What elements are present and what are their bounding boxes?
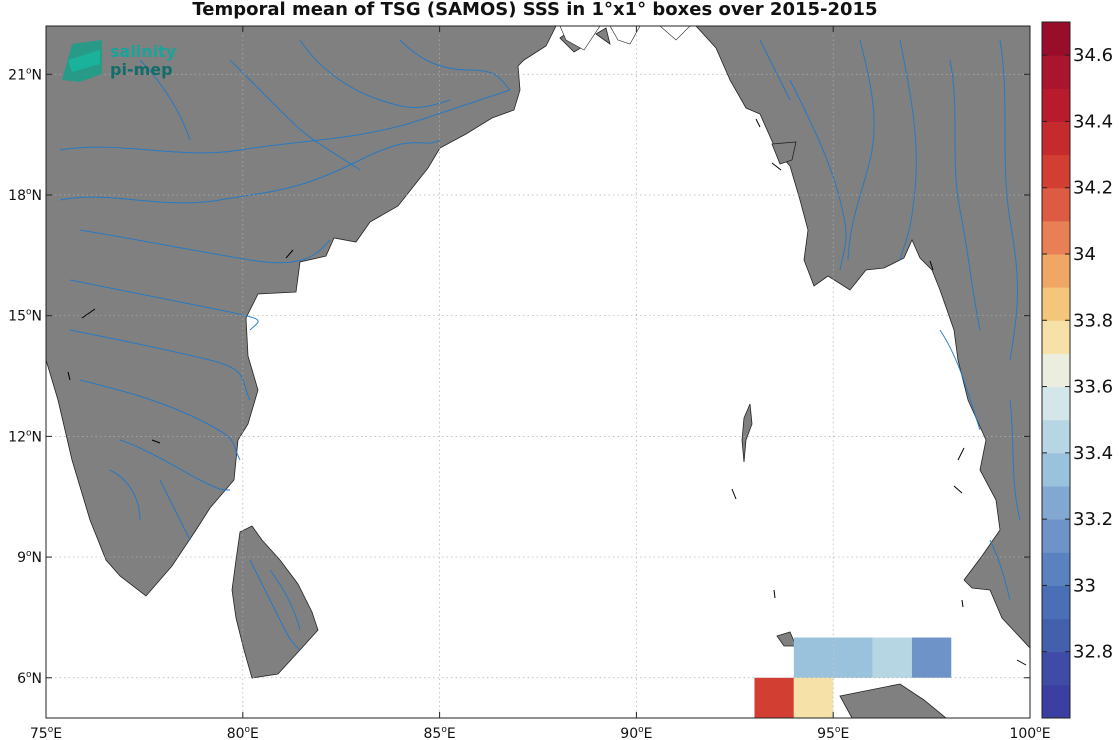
sss-cells	[754, 637, 952, 718]
map-frame	[45, 25, 1031, 719]
sss-cell-0	[793, 637, 834, 678]
coastline-fragments	[67, 118, 1027, 666]
lat-label-18: 18oN	[8, 187, 42, 204]
colorbar-swatch-1	[1042, 651, 1070, 686]
colorbar-tick-label-1: 33	[1073, 575, 1096, 596]
colorbar-tick-label-5: 33.8	[1073, 310, 1113, 331]
sss-cell-2	[872, 637, 912, 678]
logo-line-2: pi-mep	[110, 60, 173, 79]
river-12	[109, 469, 141, 521]
graticule	[46, 26, 1030, 718]
colorbar-tick-label-9: 34.6	[1073, 45, 1113, 66]
salinity-pimep-logo: salinity pi-mep	[62, 40, 177, 82]
colorbar-swatch-15	[1042, 187, 1070, 222]
river-22	[1009, 399, 1021, 521]
river-13	[249, 559, 301, 651]
river-16	[899, 39, 917, 261]
bengal-delta-island	[771, 141, 797, 165]
colorbar-swatch-19	[1042, 55, 1070, 89]
river-10	[399, 39, 511, 91]
colorbar-swatch-17	[1042, 121, 1070, 156]
river-14	[269, 569, 301, 631]
colorbar-swatch-14	[1042, 220, 1070, 255]
river-9	[139, 59, 191, 141]
sss-cell-5	[793, 677, 834, 718]
river-20	[759, 39, 791, 101]
river-5	[79, 379, 241, 461]
colorbar-tick-label-2: 33.2	[1073, 509, 1113, 530]
colorbar-tick-label-6: 34	[1073, 244, 1096, 265]
map-axes: 75oE 80oE 85oE 90oE 95oE 100oE 6oN 9oN 12oN 15oN 1…	[8, 26, 1051, 740]
colorbar-swatch-3	[1042, 585, 1070, 620]
colorbar-tick-label-3: 33.4	[1073, 443, 1113, 464]
lon-label-90: 90oE	[620, 725, 652, 740]
river-7	[229, 59, 361, 171]
lon-label-80: 80oE	[227, 725, 259, 740]
lat-label-21: 21oN	[8, 66, 42, 83]
colorbar-tick-label-8: 34.4	[1073, 111, 1113, 132]
colorbar-swatch-12	[1042, 287, 1070, 321]
river-3	[69, 279, 259, 331]
logo-line-1: salinity	[110, 42, 177, 61]
land-masses	[46, 26, 1030, 718]
sss-cell-3	[911, 637, 952, 678]
colorbar-swatch-18	[1042, 88, 1070, 122]
river-18	[999, 39, 1018, 361]
lat-label-6: 6oN	[17, 670, 42, 687]
river-11	[159, 479, 191, 541]
rivers	[59, 39, 1021, 651]
river-4	[69, 329, 251, 401]
lon-label-75: 75oE	[30, 725, 62, 740]
colorbar-swatch-5	[1042, 519, 1070, 553]
river-6	[119, 439, 231, 491]
map-title: Temporal mean of TSG (SAMOS) SSS in 1°x1…	[192, 0, 878, 20]
colorbar: 32.8 33 33.2 33.4 33.6 33.8 34 34.2 34.4 34.6	[1041, 21, 1113, 719]
river-1	[59, 139, 441, 204]
lat-label-12: 12oN	[8, 428, 42, 445]
colorbar-swatch-4	[1042, 552, 1070, 586]
colorbar-frame	[1041, 21, 1071, 719]
andaman-island-n	[741, 403, 753, 463]
lat-label-9: 9oN	[17, 549, 42, 566]
river-8	[299, 39, 451, 108]
colorbar-swatch-13	[1042, 254, 1070, 288]
colorbar-tick-label-7: 34.2	[1073, 178, 1113, 199]
colorbar-swatch-6	[1042, 486, 1070, 520]
myanmar-south-coast	[839, 683, 947, 718]
sss-cell-1	[833, 637, 873, 678]
river-2	[79, 229, 331, 264]
lon-label-95: 95oE	[817, 725, 849, 740]
river-0	[59, 89, 511, 154]
colorbar-swatch-10	[1042, 353, 1070, 388]
river-17	[949, 59, 981, 331]
river-23	[989, 539, 1011, 601]
colorbar-swatch-0	[1042, 684, 1070, 719]
river-15	[847, 39, 875, 261]
colorbar-swatch-9	[1042, 386, 1070, 421]
river-21	[939, 329, 981, 431]
colorbar-swatch-11	[1042, 320, 1070, 354]
sss-cell-4	[754, 677, 794, 718]
colorbar-tick-label-0: 32.8	[1073, 642, 1113, 663]
colorbar-tick-label-4: 33.6	[1073, 377, 1113, 398]
lon-label-85: 85oE	[423, 725, 455, 740]
india-landmass	[46, 26, 557, 597]
lat-label-15: 15oN	[8, 308, 42, 325]
delta-notch-2	[595, 27, 611, 45]
colorbar-swatch-2	[1042, 618, 1070, 653]
colorbar-swatch-8	[1042, 419, 1070, 454]
lon-label-100: 100oE	[1009, 725, 1050, 740]
colorbar-swatch-16	[1042, 154, 1070, 189]
colorbar-swatch-7	[1042, 452, 1070, 487]
colorbar-swatch-20	[1042, 22, 1070, 56]
